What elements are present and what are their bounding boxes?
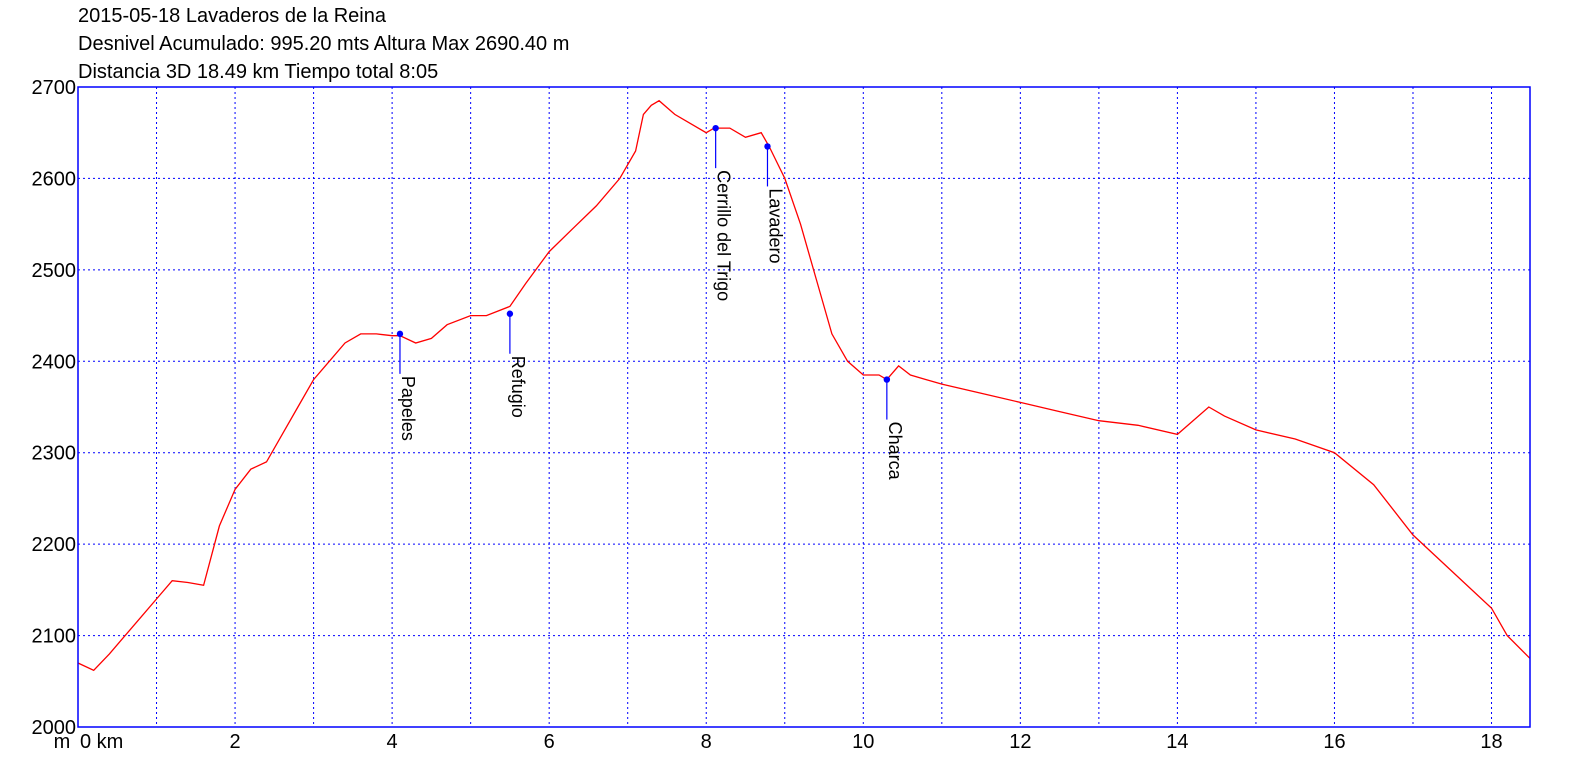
y-tick-label: 2500 [32,260,77,282]
x-tick-label: 8 [701,731,712,753]
x-tick-label: 10 [852,731,874,753]
x-axis: m 0 km 2 4 6 8 10 12 14 16 18 [54,731,1503,753]
y-tick-label: 2300 [32,443,77,465]
x-tick-label: 14 [1166,731,1188,753]
y-axis: 2000 2100 2200 2300 2400 2500 2600 2700 [32,77,77,739]
y-tick-label: 2600 [32,168,77,190]
x-tick-label: 2 [229,731,240,753]
x-tick-label: 16 [1323,731,1345,753]
y-tick-label: 2100 [32,626,77,648]
waypoint-annotations: Papeles Refugio Cerrillo del Trigo Lavadero… [396,124,905,481]
waypoint-label: Lavadero [765,188,785,263]
waypoint-label: Refugio [508,356,528,418]
x-tick-label: 12 [1009,731,1031,753]
waypoint: Charca [883,376,905,481]
waypoint: Papeles [396,330,418,441]
y-tick-label: 2400 [32,351,77,373]
elevation-profile-line [77,99,1531,672]
y-tick-label: 2200 [32,534,77,556]
waypoint: Cerrillo del Trigo [712,124,734,301]
x-tick-label: 0 km [80,731,123,753]
chart-title: 2015-05-18 Lavaderos de la Reina [78,5,386,27]
waypoint-label: Cerrillo del Trigo [714,170,734,301]
waypoint-marker [396,330,404,338]
waypoint-marker [883,376,891,383]
waypoint-marker [764,143,771,150]
y-unit-label: m [54,731,71,753]
grid [78,87,1530,727]
waypoint-label: Papeles [398,376,418,441]
y-tick-label: 2000 [32,717,77,739]
waypoint: Lavadero [764,143,785,263]
y-tick-label: 2700 [32,77,77,99]
chart-subtitle-distance: Distancia 3D 18.49 km Tiempo total 8:05 [78,61,439,83]
waypoint: Refugio [506,310,528,418]
waypoint-marker [712,124,719,132]
waypoint-label: Charca [885,422,905,481]
chart-subtitle-elevation: Desnivel Acumulado: 995.20 mts Altura Ma… [78,33,570,55]
plot-frame [77,86,1531,728]
x-tick-label: 18 [1480,731,1502,753]
x-tick-label: 4 [387,731,398,753]
x-tick-label: 6 [544,731,555,753]
waypoint-marker [506,310,514,317]
